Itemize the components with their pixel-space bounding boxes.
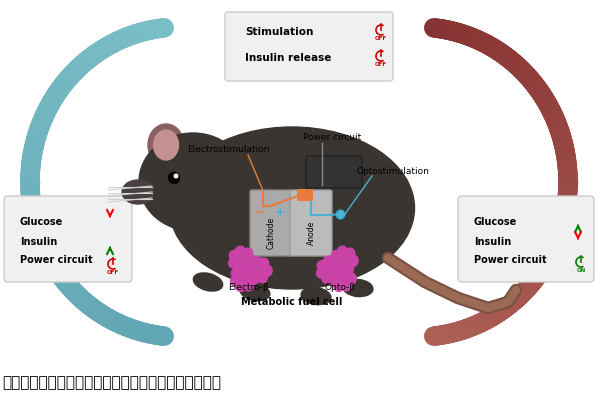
Text: Electrostimulation: Electrostimulation <box>187 146 269 154</box>
FancyBboxPatch shape <box>297 189 313 201</box>
Text: Electro-β: Electro-β <box>227 284 268 292</box>
Text: +: + <box>275 205 286 219</box>
Text: Insulin: Insulin <box>474 237 511 247</box>
FancyBboxPatch shape <box>290 190 332 256</box>
Circle shape <box>248 273 258 283</box>
Circle shape <box>257 273 268 283</box>
Text: OFF: OFF <box>375 62 387 67</box>
Circle shape <box>246 257 256 267</box>
Circle shape <box>331 258 341 268</box>
Text: ON: ON <box>577 268 586 273</box>
Circle shape <box>248 260 268 280</box>
Circle shape <box>346 273 356 283</box>
Circle shape <box>245 261 255 271</box>
Circle shape <box>335 264 346 274</box>
Circle shape <box>337 246 347 256</box>
Circle shape <box>241 263 251 273</box>
FancyBboxPatch shape <box>306 156 362 188</box>
FancyBboxPatch shape <box>4 196 132 282</box>
Circle shape <box>334 250 354 270</box>
Text: Metabolic fuel cell: Metabolic fuel cell <box>241 297 343 307</box>
Circle shape <box>332 268 352 288</box>
Circle shape <box>235 246 245 256</box>
Circle shape <box>336 263 346 273</box>
Circle shape <box>331 258 341 268</box>
Circle shape <box>343 263 353 273</box>
Circle shape <box>341 281 352 291</box>
Circle shape <box>246 255 256 265</box>
Circle shape <box>229 258 239 268</box>
Text: Opto-β: Opto-β <box>325 284 355 292</box>
Text: 科学家已经开发出一个原型，并在小鼠身上进行了成功: 科学家已经开发出一个原型，并在小鼠身上进行了成功 <box>2 375 221 390</box>
Circle shape <box>317 261 327 271</box>
Ellipse shape <box>154 130 179 160</box>
Ellipse shape <box>301 287 331 305</box>
Circle shape <box>238 264 247 274</box>
Circle shape <box>317 268 326 278</box>
Circle shape <box>262 267 272 277</box>
Text: Stimulation: Stimulation <box>245 27 313 37</box>
Circle shape <box>262 265 272 275</box>
Circle shape <box>329 273 340 283</box>
Circle shape <box>245 266 255 276</box>
Ellipse shape <box>139 133 247 231</box>
Ellipse shape <box>343 279 373 296</box>
Circle shape <box>250 273 260 283</box>
Circle shape <box>232 250 252 270</box>
Ellipse shape <box>193 273 223 291</box>
Circle shape <box>329 269 339 279</box>
Text: Power circuit: Power circuit <box>474 255 547 265</box>
Circle shape <box>334 281 344 291</box>
Circle shape <box>244 281 254 291</box>
Text: Glucose: Glucose <box>474 217 517 227</box>
Circle shape <box>229 251 239 261</box>
Text: −: − <box>254 205 264 219</box>
Ellipse shape <box>240 283 270 301</box>
Circle shape <box>248 275 258 284</box>
Text: Insulin release: Insulin release <box>245 53 331 63</box>
Circle shape <box>243 248 253 258</box>
Circle shape <box>346 275 356 284</box>
Circle shape <box>174 174 178 178</box>
Circle shape <box>259 258 269 268</box>
Ellipse shape <box>148 124 184 166</box>
Text: Insulin: Insulin <box>20 237 57 247</box>
Circle shape <box>334 265 344 275</box>
Text: OFF: OFF <box>375 36 387 41</box>
Text: Cathode: Cathode <box>266 217 275 249</box>
Circle shape <box>334 267 344 277</box>
Circle shape <box>345 248 355 258</box>
Circle shape <box>236 281 246 291</box>
Circle shape <box>322 273 332 283</box>
FancyBboxPatch shape <box>250 190 292 256</box>
Circle shape <box>348 257 358 267</box>
Text: Power circuit: Power circuit <box>303 134 361 142</box>
Circle shape <box>231 269 241 279</box>
FancyBboxPatch shape <box>225 12 393 81</box>
Circle shape <box>329 276 338 286</box>
Circle shape <box>323 256 334 266</box>
Text: Glucose: Glucose <box>20 217 63 227</box>
Ellipse shape <box>122 180 154 204</box>
Circle shape <box>234 268 254 288</box>
Circle shape <box>230 276 241 286</box>
Text: Optostimulation: Optostimulation <box>356 168 430 176</box>
Circle shape <box>343 266 353 276</box>
Circle shape <box>169 172 179 184</box>
Circle shape <box>245 268 254 278</box>
FancyBboxPatch shape <box>458 196 594 282</box>
Circle shape <box>320 260 340 280</box>
Circle shape <box>348 255 358 265</box>
Text: Anode: Anode <box>307 221 316 245</box>
Text: Power circuit: Power circuit <box>20 255 92 265</box>
Circle shape <box>234 263 244 273</box>
Text: OFF: OFF <box>107 270 119 275</box>
Circle shape <box>251 256 262 266</box>
Ellipse shape <box>170 127 415 289</box>
Circle shape <box>331 251 341 261</box>
